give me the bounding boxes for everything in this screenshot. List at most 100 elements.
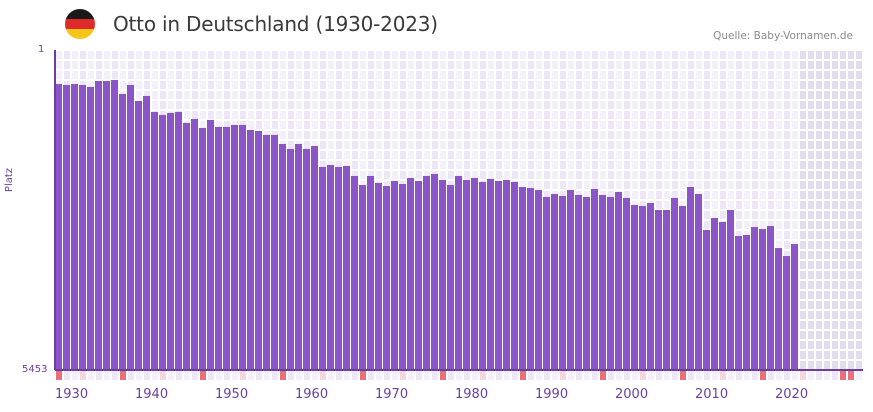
bar-1990[interactable] xyxy=(535,189,542,370)
bar-1950[interactable] xyxy=(215,126,222,370)
bar-1930[interactable] xyxy=(55,83,62,370)
bar-1979[interactable] xyxy=(447,184,454,370)
bar-1987[interactable] xyxy=(511,181,518,370)
bar-2019[interactable] xyxy=(767,226,774,370)
bar-2003[interactable] xyxy=(639,206,646,370)
bar-1958[interactable] xyxy=(279,143,286,370)
bar-1963[interactable] xyxy=(319,166,326,370)
bar-1999[interactable] xyxy=(607,196,614,370)
bar-1971[interactable] xyxy=(383,185,390,370)
bar-1934[interactable] xyxy=(87,86,94,370)
bar-2001[interactable] xyxy=(623,197,630,370)
bar-1941[interactable] xyxy=(143,95,150,370)
bar-2021[interactable] xyxy=(783,256,790,370)
bar-1986[interactable] xyxy=(503,179,510,370)
bar-1969[interactable] xyxy=(367,175,374,370)
bar-1970[interactable] xyxy=(375,182,382,370)
bar-2006[interactable] xyxy=(663,210,670,370)
bar-1962[interactable] xyxy=(311,145,318,370)
bar-1994[interactable] xyxy=(567,189,574,370)
bar-1939[interactable] xyxy=(127,84,134,370)
bar-1995[interactable] xyxy=(575,194,582,370)
x-axis-label: 2020 xyxy=(775,387,809,402)
bar-2013[interactable] xyxy=(719,221,726,370)
x-axis-label: 2000 xyxy=(615,387,649,402)
bar-1998[interactable] xyxy=(599,194,606,370)
bar-1996[interactable] xyxy=(583,196,590,370)
bar-1980[interactable] xyxy=(455,175,462,370)
bar-2018[interactable] xyxy=(759,229,766,370)
bar-2017[interactable] xyxy=(751,227,758,370)
bar-1953[interactable] xyxy=(239,124,246,370)
bar-1960[interactable] xyxy=(295,143,302,370)
bar-1997[interactable] xyxy=(591,188,598,370)
source-link[interactable]: Quelle: Baby-Vornamen.de xyxy=(713,30,853,42)
bar-2000[interactable] xyxy=(615,191,622,370)
bar-1952[interactable] xyxy=(231,124,238,370)
bar-1949[interactable] xyxy=(207,119,214,370)
bar-1966[interactable] xyxy=(343,165,350,370)
bar-1936[interactable] xyxy=(103,80,110,370)
bar-1938[interactable] xyxy=(119,93,126,370)
bar-1982[interactable] xyxy=(471,177,478,370)
bar-2012[interactable] xyxy=(711,217,718,370)
bar-1973[interactable] xyxy=(399,183,406,370)
bar-1977[interactable] xyxy=(431,173,438,370)
bar-1984[interactable] xyxy=(487,178,494,370)
bar-1945[interactable] xyxy=(175,111,182,370)
bar-1943[interactable] xyxy=(159,114,166,370)
bar-2005[interactable] xyxy=(655,210,662,370)
bar-1955[interactable] xyxy=(255,130,262,370)
bar-1935[interactable] xyxy=(95,80,102,370)
bar-2020[interactable] xyxy=(775,248,782,370)
bar-1951[interactable] xyxy=(223,126,230,370)
bar-1931[interactable] xyxy=(63,84,70,370)
bar-1991[interactable] xyxy=(543,196,550,370)
bar-1957[interactable] xyxy=(271,134,278,370)
bar-1940[interactable] xyxy=(135,100,142,370)
bar-1956[interactable] xyxy=(263,134,270,370)
bar-1932[interactable] xyxy=(71,83,78,370)
bar-1974[interactable] xyxy=(407,177,414,370)
bar-1942[interactable] xyxy=(151,111,158,370)
year-markers xyxy=(56,371,862,380)
bar-1976[interactable] xyxy=(423,175,430,370)
flag-stripe-gold xyxy=(65,29,95,39)
bar-2002[interactable] xyxy=(631,204,638,370)
bar-1944[interactable] xyxy=(167,112,174,370)
bar-1964[interactable] xyxy=(327,164,334,370)
bar-1959[interactable] xyxy=(287,148,294,370)
bar-1961[interactable] xyxy=(303,148,310,370)
bar-1947[interactable] xyxy=(191,118,198,370)
bar-2016[interactable] xyxy=(743,235,750,370)
bar-1972[interactable] xyxy=(391,180,398,370)
chart-grid xyxy=(55,51,862,370)
bar-1954[interactable] xyxy=(247,129,254,370)
bar-1993[interactable] xyxy=(559,195,566,370)
bar-1975[interactable] xyxy=(415,180,422,370)
bar-1967[interactable] xyxy=(351,175,358,370)
bar-1937[interactable] xyxy=(111,79,118,370)
bar-1981[interactable] xyxy=(463,179,470,370)
bar-2011[interactable] xyxy=(703,230,710,370)
bar-1983[interactable] xyxy=(479,181,486,370)
bar-2010[interactable] xyxy=(695,193,702,370)
bar-1988[interactable] xyxy=(519,186,526,370)
bar-2008[interactable] xyxy=(679,206,686,370)
bar-1968[interactable] xyxy=(359,184,366,370)
bar-2022[interactable] xyxy=(791,244,798,370)
bar-1992[interactable] xyxy=(551,193,558,370)
bar-1985[interactable] xyxy=(495,180,502,370)
x-axis-label: 1940 xyxy=(135,387,169,402)
bar-2007[interactable] xyxy=(671,197,678,370)
bar-1978[interactable] xyxy=(439,179,446,370)
bar-1946[interactable] xyxy=(183,122,190,370)
bar-1989[interactable] xyxy=(527,187,534,370)
bar-1948[interactable] xyxy=(199,127,206,370)
bar-2009[interactable] xyxy=(687,186,694,370)
bar-2014[interactable] xyxy=(727,210,734,370)
bar-1933[interactable] xyxy=(79,84,86,370)
bar-2004[interactable] xyxy=(647,202,654,370)
bar-2015[interactable] xyxy=(735,236,742,370)
bar-1965[interactable] xyxy=(335,166,342,370)
